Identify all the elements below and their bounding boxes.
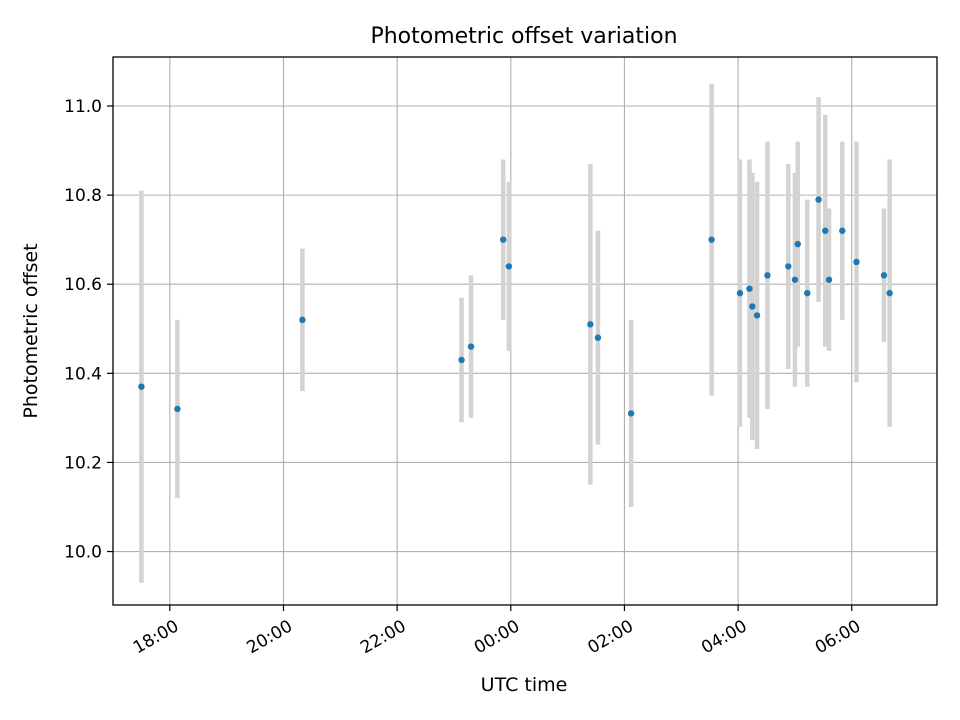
data-point: [839, 227, 846, 234]
data-point: [753, 312, 761, 319]
y-tick-label: 10.4: [64, 364, 102, 384]
data-point: [467, 343, 475, 350]
y-tick-label: 10.6: [64, 275, 102, 295]
data-point: [587, 321, 594, 328]
data-point: [822, 227, 829, 234]
y-axis: 10.0 10.2 10.4 10.6 10.8 11.0: [64, 97, 113, 563]
data-point: [746, 285, 753, 292]
y-tick-label: 11.0: [64, 97, 102, 117]
data-point: [594, 334, 602, 341]
data-point: [708, 236, 715, 243]
data-point: [815, 196, 822, 203]
data-point: [736, 289, 744, 297]
data-point: [500, 236, 507, 243]
data-point: [853, 258, 860, 266]
data-point: [174, 405, 181, 413]
data-point: [804, 289, 811, 297]
data-point: [764, 272, 771, 279]
data-point: [505, 263, 513, 270]
data-point: [138, 383, 145, 390]
y-axis-label: Photometric offset: [20, 243, 42, 418]
chart-title: Photometric offset variation: [370, 24, 677, 49]
y-tick-label: 10.2: [64, 453, 102, 473]
data-point: [886, 289, 893, 297]
data-point: [627, 410, 635, 417]
y-tick-label: 10.0: [64, 543, 102, 563]
plot-frame: [112, 56, 938, 606]
data-point: [785, 263, 792, 270]
grid: [113, 57, 937, 605]
data-points: [138, 196, 893, 417]
data-point: [749, 303, 756, 310]
data-point: [299, 316, 306, 324]
y-tick-label: 10.8: [64, 186, 102, 206]
x-axis-label: UTC time: [481, 674, 568, 696]
data-point: [791, 276, 799, 283]
data-point: [825, 276, 833, 283]
data-point: [794, 240, 801, 248]
data-point: [880, 272, 888, 279]
data-point: [458, 356, 465, 364]
